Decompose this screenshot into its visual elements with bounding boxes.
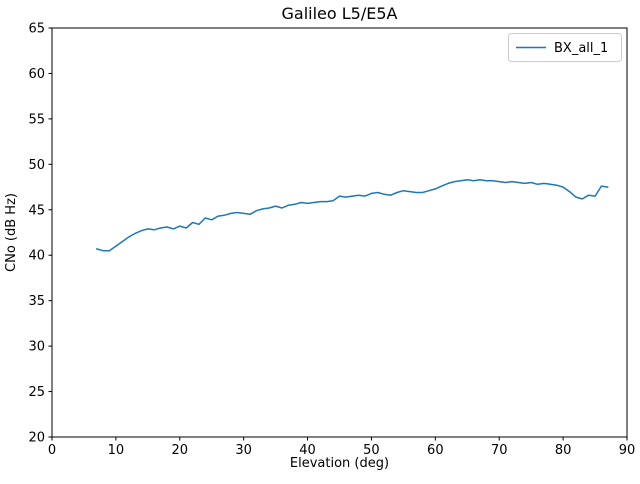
legend-box [508,33,622,62]
x-axis-label: Elevation (deg) [290,456,389,471]
y-tick-label: 25 [28,385,45,400]
x-tick-label: 70 [491,443,508,458]
x-tick-label: 40 [299,443,316,458]
series-line-BX_all_1 [95,179,609,252]
y-tick-label: 65 [28,22,45,37]
x-tick-label: 30 [235,443,252,458]
y-tick-label: 45 [28,203,45,218]
x-tick-label: 80 [555,443,572,458]
legend-entry-label: BX_all_1 [554,41,608,56]
y-tick-label: 20 [28,431,45,446]
chart-title: Galileo L5/E5A [282,4,398,23]
y-tick-label: 30 [28,340,45,355]
x-tick-label: 0 [48,443,56,458]
x-tick-label: 90 [619,443,636,458]
plot-frame [51,27,628,438]
y-tick-label: 50 [28,158,45,173]
y-tick-label: 35 [28,294,45,309]
x-tick-label: 10 [108,443,125,458]
y-tick-label: 40 [28,249,45,264]
y-tick-label: 55 [28,112,45,127]
y-tick-label: 60 [28,67,45,82]
y-axis-ticks: 20 25 30 35 40 45 50 55 60 65 [28,22,52,446]
series-group [95,179,609,252]
plot-area [52,28,627,437]
y-axis-label: CNo (dB Hz) [4,193,19,272]
legend: BX_all_1 [508,33,622,62]
x-tick-label: 20 [172,443,189,458]
x-axis-ticks: 0 10 20 30 40 50 60 70 80 90 [48,437,635,458]
x-tick-label: 60 [427,443,444,458]
x-tick-label: 50 [363,443,380,458]
